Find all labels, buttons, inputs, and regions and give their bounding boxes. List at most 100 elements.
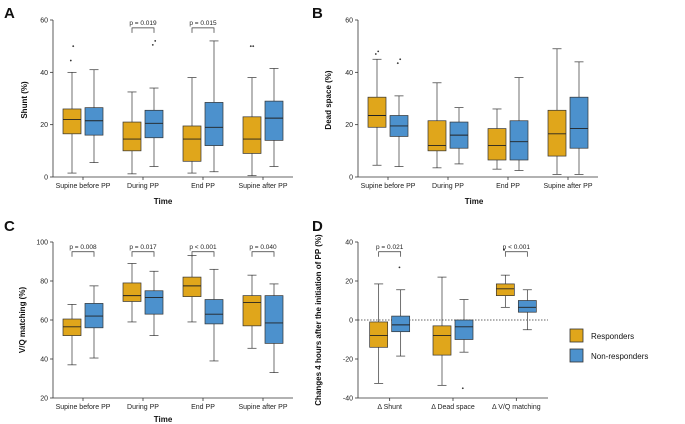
p4-y-tick-label: 40 — [345, 240, 353, 247]
panel-d: D -40 -20 0 20 40 Δ Shunt Δ Dead space Δ V/Q ma… — [312, 218, 548, 411]
p3-box-non-responders — [264, 295, 284, 344]
p4-box-non-responders — [391, 315, 411, 333]
p1-outlier-responders — [252, 45, 255, 48]
legend-swatch-non-responders — [569, 348, 584, 363]
p1-y-tick-label: 40 — [40, 70, 48, 77]
p2-y-tick-label: 20 — [345, 122, 353, 129]
p1-y-tick-label: 0 — [44, 175, 48, 182]
panel-a-x-axis-label: Time — [154, 197, 173, 206]
p4-outlier-non-responders — [398, 266, 401, 269]
p3-box-non-responders — [84, 303, 104, 329]
p2-y-tick-label: 0 — [349, 175, 353, 182]
panel-d-y-axis-label: Changes 4 hours after the initiation of … — [314, 234, 323, 406]
p3-y-tick-label: 40 — [40, 357, 48, 364]
p2-y-tick-label: 60 — [345, 18, 353, 25]
p3-box-responders — [62, 318, 82, 336]
p1-significance-bracket — [191, 27, 215, 33]
p4-box-responders — [495, 283, 515, 296]
p1-outlier-non-responders — [154, 40, 157, 42]
p2-outlier-responders — [377, 50, 380, 53]
p2-y-tick-label: 40 — [345, 70, 353, 77]
panel-a-y-axis-label: Shunt (%) — [20, 81, 29, 119]
p3-significance-bracket — [71, 251, 95, 257]
p4-x-tick-label: Δ Shunt — [377, 404, 402, 411]
p3-box-non-responders — [204, 299, 224, 325]
p4-x-tick-label: Δ V/Q matching — [492, 404, 541, 411]
p2-box-non-responders — [569, 96, 589, 149]
p3-significance-bracket — [191, 251, 215, 257]
p3-y-tick-label: 80 — [40, 279, 48, 286]
panel-label-c: C — [4, 218, 15, 235]
p3-significance-bracket — [251, 251, 275, 257]
p2-x-tick-label: Supine before PP — [361, 183, 416, 190]
p1-box-responders — [122, 121, 142, 152]
p3-x-tick-label: End PP — [191, 404, 215, 411]
p2-x-tick-label: Supine after PP — [543, 183, 592, 190]
p3-x-tick-label: Supine before PP — [56, 404, 111, 411]
p1-outlier-responders — [72, 45, 75, 48]
p1-box-non-responders — [84, 107, 104, 136]
p3-y-tick-label: 60 — [40, 318, 48, 325]
p2-box-responders — [487, 128, 507, 161]
p1-p-value-label: p = 0.019 — [129, 20, 157, 27]
p4-y-tick-label: 20 — [345, 279, 353, 286]
p1-box-non-responders — [264, 100, 284, 141]
legend-swatch-responders — [569, 328, 584, 343]
p3-significance-bracket — [131, 251, 155, 257]
p1-significance-bracket — [131, 27, 155, 33]
p4-box-non-responders — [454, 319, 474, 340]
p1-box-non-responders — [144, 109, 164, 139]
panel-d-plot: -40 -20 0 20 40 Δ Shunt Δ Dead space Δ V/Q matc… — [343, 240, 548, 411]
p2-box-responders — [427, 120, 447, 152]
p1-outlier-non-responders — [151, 43, 154, 46]
p1-outlier-responders — [249, 45, 252, 48]
panel-a: A 0 20 40 60 Supine before PP During PP End PP… — [4, 5, 293, 206]
p2-outlier-responders — [374, 53, 377, 55]
p1-x-tick-label: During PP — [127, 183, 159, 190]
panel-a-plot: 0 20 40 60 Supine before PP During PP End PP Su… — [40, 18, 293, 190]
p3-p-value-label: p = 0.008 — [69, 244, 97, 251]
panel-c-plot: 20 40 60 80 100 Supine before PP During PP End … — [36, 240, 293, 411]
p3-y-tick-label: 100 — [36, 240, 48, 247]
p1-box-responders — [182, 125, 202, 162]
p4-significance-bracket — [504, 251, 528, 257]
p1-p-value-label: p = 0.015 — [189, 20, 217, 27]
panel-label-d: D — [312, 218, 323, 235]
p3-box-responders — [182, 276, 202, 297]
p4-significance-bracket — [378, 251, 402, 257]
p2-box-responders — [547, 109, 567, 157]
p2-outlier-non-responders — [396, 62, 399, 65]
p4-y-tick-label: -20 — [343, 357, 353, 364]
p4-box-non-responders — [517, 300, 537, 313]
p2-box-responders — [367, 96, 387, 128]
panel-label-a: A — [4, 5, 15, 22]
p3-box-non-responders — [144, 290, 164, 315]
p4-y-tick-label: 0 — [349, 318, 353, 325]
panel-c-y-axis-label: V/Q matching (%) — [18, 287, 27, 354]
p3-x-tick-label: During PP — [127, 404, 159, 411]
p2-x-tick-label: During PP — [432, 183, 464, 190]
p1-box-responders — [62, 108, 82, 135]
p4-p-value-label: p < 0.001 — [503, 244, 531, 251]
p2-outlier-non-responders — [399, 58, 402, 61]
panel-b-x-axis-label: Time — [465, 197, 484, 206]
p2-box-non-responders — [509, 120, 529, 161]
p1-x-tick-label: End PP — [191, 183, 215, 190]
p4-outlier-responders — [503, 248, 506, 251]
p3-p-value-label: p = 0.040 — [249, 244, 277, 251]
p4-x-tick-label: Δ Dead space — [431, 404, 475, 411]
p3-p-value-label: p < 0.001 — [189, 244, 217, 251]
p4-box-responders — [432, 325, 452, 356]
panel-label-b: B — [312, 5, 323, 22]
p1-y-tick-label: 60 — [40, 18, 48, 25]
panel-c-x-axis-label: Time — [154, 415, 173, 424]
p3-x-tick-label: Supine after PP — [238, 404, 287, 411]
p4-box-responders — [369, 321, 389, 348]
p3-y-tick-label: 20 — [40, 396, 48, 403]
p2-x-tick-label: End PP — [496, 183, 520, 190]
p4-y-tick-label: -40 — [343, 396, 353, 403]
panel-b-plot: 0 20 40 60 Supine before PP During PP End PP Su… — [345, 18, 598, 190]
legend-label-non-responders: Non-responders — [591, 352, 648, 361]
panel-c: C 20 40 60 80 100 Supine before PP During PP En… — [4, 218, 293, 424]
